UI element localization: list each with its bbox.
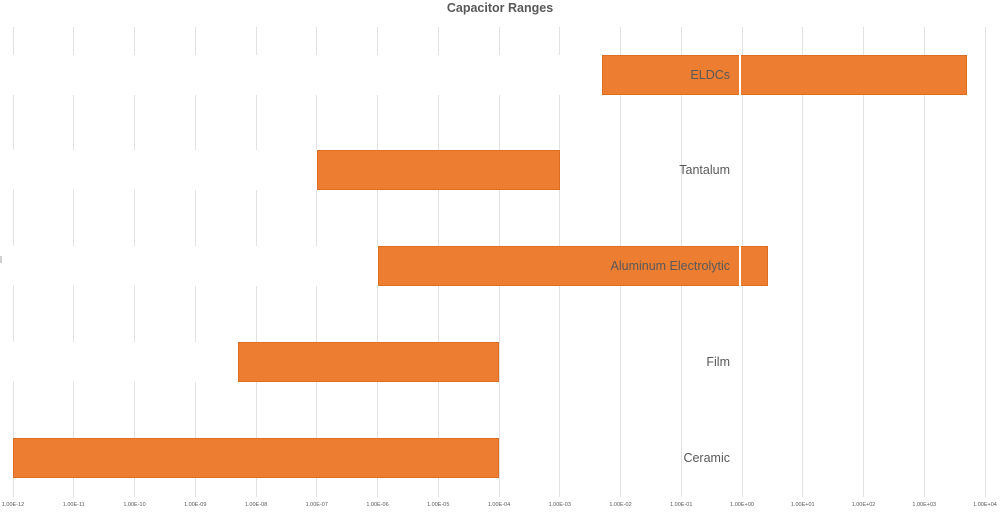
x-gridline bbox=[802, 27, 804, 497]
x-axis-tick-label: 1.00E+04 bbox=[973, 502, 997, 508]
x-axis-tick-label: 1.00E+01 bbox=[790, 502, 815, 508]
chart-title: Capacitor Ranges bbox=[446, 1, 554, 15]
bar-base-cover bbox=[13, 149, 317, 190]
x-axis-tick-label: 1.00E-02 bbox=[609, 502, 632, 508]
x-axis-tick-label: 1.00E+03 bbox=[912, 502, 937, 508]
bar-base-cover bbox=[13, 54, 603, 95]
x-axis-tick-label: 1.00E-05 bbox=[427, 502, 450, 508]
x-axis-tick-label: 1.00E-09 bbox=[184, 502, 207, 508]
range-bar-tantalum[interactable] bbox=[316, 149, 560, 190]
range-bar-eldcs[interactable] bbox=[602, 54, 967, 95]
category-axis-line bbox=[739, 27, 742, 488]
category-label: ELDCs bbox=[690, 67, 730, 82]
bar-base-cover bbox=[13, 245, 378, 286]
x-axis-tick-label: 1.00E-03 bbox=[548, 502, 571, 508]
range-bar-film[interactable] bbox=[237, 341, 499, 382]
range-bar-ceramic[interactable] bbox=[13, 437, 499, 478]
x-axis-tick-label: 1.00E+02 bbox=[851, 502, 876, 508]
category-label: Aluminum Electrolytic bbox=[610, 258, 730, 273]
x-axis-tick-label: 1.00E-01 bbox=[670, 502, 693, 508]
left-edge-tick bbox=[0, 256, 2, 263]
x-gridline bbox=[923, 27, 925, 497]
x-axis-tick-label: 1.00E-12 bbox=[1, 502, 25, 508]
category-label: Ceramic bbox=[683, 450, 730, 465]
x-axis-tick-label: 1.00E+00 bbox=[730, 502, 754, 508]
x-axis-tick-label: 1.00E-04 bbox=[487, 502, 511, 508]
x-axis-tick-label: 1.00E-10 bbox=[123, 502, 146, 508]
category-label: Film bbox=[706, 354, 730, 369]
x-gridline bbox=[984, 27, 986, 497]
x-axis-tick-label: 1.00E-11 bbox=[62, 502, 85, 508]
range-bar-aluminum-electrolytic[interactable] bbox=[377, 245, 769, 286]
x-gridline bbox=[863, 27, 864, 497]
x-axis-tick-label: 1.00E-08 bbox=[244, 502, 268, 508]
bar-base-cover bbox=[13, 341, 238, 382]
x-axis-tick-label: 1.00E-07 bbox=[305, 502, 328, 508]
category-label: Tantalum bbox=[679, 162, 730, 177]
x-axis-tick-label: 1.00E-06 bbox=[366, 502, 389, 508]
